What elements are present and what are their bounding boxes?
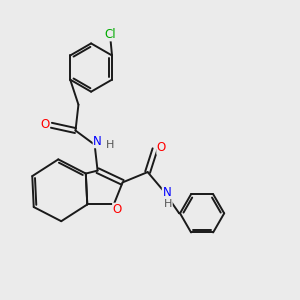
- Text: O: O: [113, 203, 122, 216]
- Text: O: O: [40, 118, 50, 130]
- Text: N: N: [93, 135, 102, 148]
- Text: O: O: [157, 141, 166, 154]
- Text: Cl: Cl: [105, 28, 116, 41]
- Text: N: N: [162, 186, 171, 199]
- Text: H: H: [164, 199, 172, 208]
- Text: H: H: [106, 140, 114, 150]
